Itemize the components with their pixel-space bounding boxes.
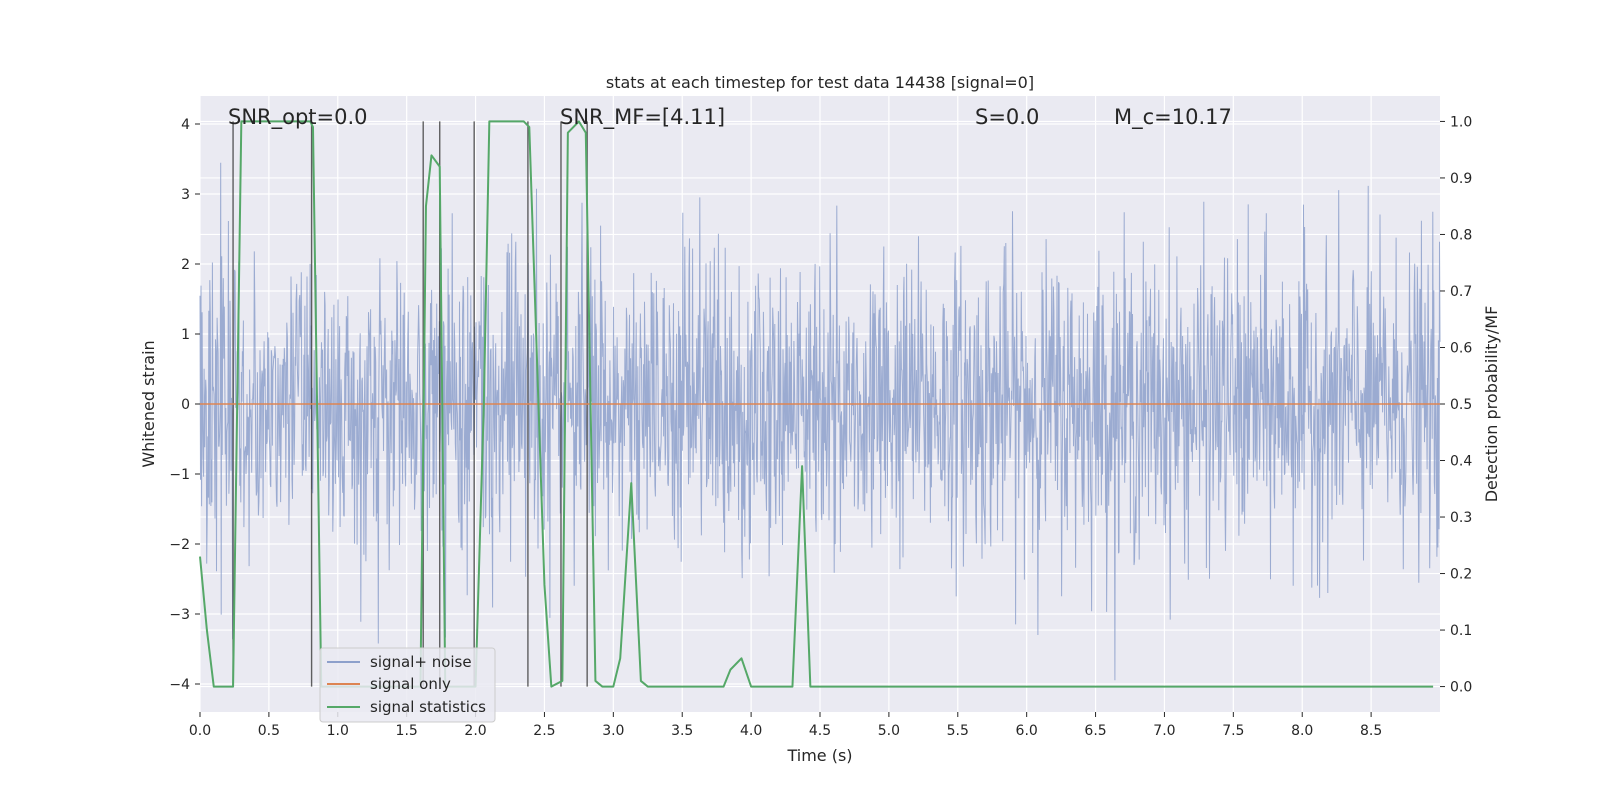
x-tick-label-12: 6.0: [1016, 723, 1038, 739]
y-right-tick-label-3: 0.3: [1450, 510, 1472, 526]
x-tick-label-7: 3.5: [671, 723, 693, 739]
x-tick-label-17: 8.5: [1360, 723, 1382, 739]
y-axis-left: −4 −3 −2 −1 0 1 2 3 4: [169, 117, 200, 693]
legend-label-signal-statistics: signal statistics: [370, 698, 486, 716]
y-right-tick-label-8: 0.8: [1450, 227, 1472, 243]
x-tick-label-2: 1.0: [327, 723, 349, 739]
line-series: [199, 120, 1440, 688]
x-tick-label-13: 6.5: [1084, 723, 1106, 739]
y-right-tick-label-9: 0.9: [1450, 171, 1472, 187]
y-right-tick-label-1: 0.1: [1450, 623, 1472, 639]
chart-title: stats at each timestep for test data 144…: [606, 73, 1034, 92]
annotation-s: S=0.0: [975, 105, 1039, 129]
y-left-tick-label-2: −2: [169, 537, 190, 553]
y-right-tick-label-2: 0.2: [1450, 567, 1472, 583]
series-signal-noise-line: [199, 162, 1441, 681]
x-tick-label-1: 0.5: [258, 723, 280, 739]
y-right-tick-label-5: 0.5: [1450, 397, 1472, 413]
legend: signal+ noise signal only signal statist…: [319, 647, 496, 723]
y-left-tick-label-3: −1: [169, 467, 190, 483]
y-right-tick-label-0: 0.0: [1450, 680, 1472, 696]
x-tick-label-4: 2.0: [464, 723, 486, 739]
x-tick-label-9: 4.5: [809, 723, 831, 739]
annotation-snr-mf: SNR_MF=[4.11]: [560, 105, 725, 130]
x-tick-label-0: 0.0: [189, 723, 211, 739]
x-tick-label-6: 3.0: [602, 723, 624, 739]
y-right-tick-label-10: 1.0: [1450, 114, 1472, 130]
y-axis-right: 0.0 0.1 0.2 0.3 0.4 0.5 0.6 0.7 0.8 0.9 1.0: [1440, 114, 1472, 696]
x-tick-label-15: 7.5: [1222, 723, 1244, 739]
legend-label-signal-noise: signal+ noise: [370, 653, 472, 671]
y-axis-left-label: Whitened strain: [139, 340, 158, 467]
legend-box: [319, 647, 496, 723]
x-axis: 0.0 0.5 1.0 1.5 2.0 2.5 3.0 3.5 4.0 4.5 5.0 5.5 6.0 6…: [189, 712, 1382, 739]
y-left-tick-label-1: −3: [169, 607, 190, 623]
y-left-tick-label-7: 3: [181, 187, 190, 203]
y-right-tick-label-7: 0.7: [1450, 284, 1472, 300]
legend-label-signal-only: signal only: [370, 675, 451, 693]
y-left-tick-label-4: 0: [181, 397, 190, 413]
y-right-tick-label-6: 0.6: [1450, 340, 1472, 356]
y-axis-right-label: Detection probability/MF: [1482, 306, 1501, 503]
y-left-tick-label-0: −4: [169, 677, 190, 693]
annotation-mc: M_c=10.17: [1114, 105, 1232, 130]
y-right-tick-label-4: 0.4: [1450, 454, 1472, 470]
x-tick-label-16: 8.0: [1291, 723, 1313, 739]
series-signal-statistics-line: [199, 120, 1434, 688]
x-axis-label: Time (s): [786, 746, 852, 765]
signal-noise-series: [199, 162, 1441, 681]
x-tick-label-11: 5.5: [947, 723, 969, 739]
x-tick-label-10: 5.0: [878, 723, 900, 739]
x-tick-label-14: 7.0: [1153, 723, 1175, 739]
y-left-tick-label-5: 1: [181, 327, 190, 343]
annotation-snr-opt: SNR_opt=0.0: [228, 105, 368, 130]
y-left-tick-label-8: 4: [181, 117, 190, 133]
x-tick-label-8: 4.0: [740, 723, 762, 739]
x-tick-label-3: 1.5: [396, 723, 418, 739]
x-tick-label-5: 2.5: [533, 723, 555, 739]
y-left-tick-label-6: 2: [181, 257, 190, 273]
